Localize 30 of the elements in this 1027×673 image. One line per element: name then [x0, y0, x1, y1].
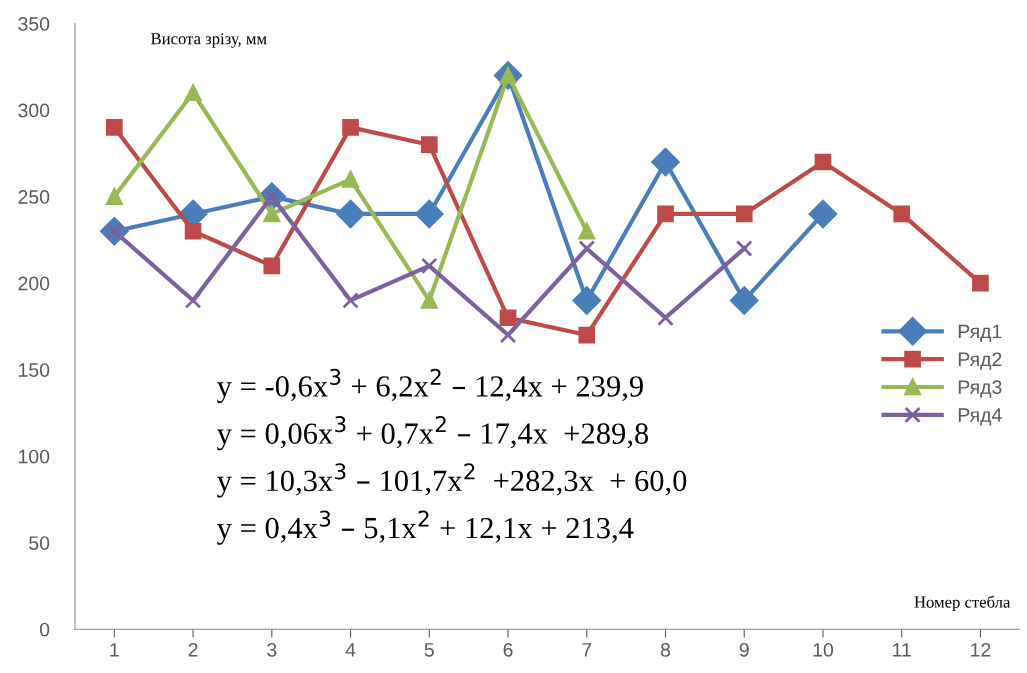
x-tick-label: 8	[660, 642, 671, 657]
y-tick-label: 250	[18, 190, 50, 204]
annotation: y = 0,4x$^{3}$ – 5,1x$^{2}$ + 12,1x + 213,4	[217, 510, 634, 545]
y-tick-label: 350	[18, 17, 50, 31]
x-tick-label: 2	[188, 642, 198, 657]
x-tick-label: 12	[971, 642, 991, 657]
x-axis-title: Номер стебла	[914, 595, 1011, 612]
annotation: y = 0,06x$^{3}$ + 0,7x$^{2}$ – 17,4x +289,8	[217, 416, 649, 451]
y-tick-label: 100	[19, 449, 50, 464]
legend-label: Ряд3	[958, 380, 1002, 398]
x-tick-label: 3	[267, 642, 277, 657]
y-tick-label: 0	[39, 622, 50, 637]
x-tick-label: 6	[503, 642, 513, 657]
annotation: y = -0,6x$^{3}$ + 6,2x$^{2}$ – 12,4x + 239,9	[217, 368, 643, 403]
y-tick-label: 200	[18, 276, 50, 291]
y-axis-title: Висота зрізу, мм	[151, 33, 267, 48]
x-tick-label: 4	[345, 643, 356, 657]
y-tick-label: 300	[18, 103, 50, 118]
annotation: y = 10,3x$^{3}$ – 101,7x$^{2}$ +282,3x + 60,0	[217, 463, 687, 498]
legend-label: Ряд2	[958, 352, 1002, 370]
legend-label: Ряд4	[958, 408, 1002, 426]
y-tick-label: 150	[19, 363, 50, 377]
x-tick-label: 1	[110, 643, 119, 657]
x-tick-label: 9	[739, 642, 749, 657]
y-tick-label: 50	[29, 536, 50, 550]
x-tick-label: 5	[424, 643, 434, 657]
x-tick-label: 11	[893, 643, 911, 657]
x-tick-label: 10	[813, 642, 834, 657]
legend-label: Ряд1	[958, 324, 1002, 342]
x-tick-label: 7	[582, 643, 592, 657]
